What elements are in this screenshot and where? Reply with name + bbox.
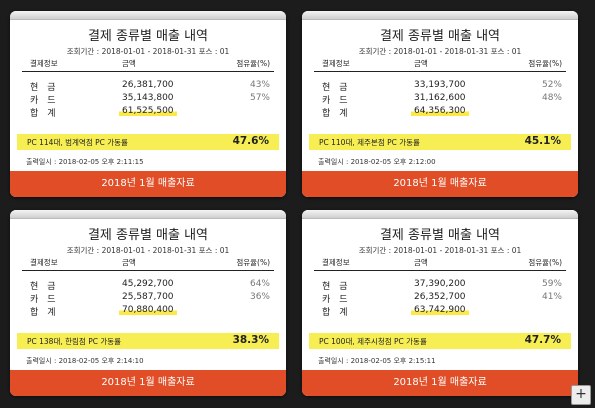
- label-cash: 현 금: [30, 282, 56, 292]
- share-card: 48%: [541, 93, 562, 103]
- label-card: 카 드: [322, 96, 348, 106]
- pc-usage-label: PC 138대, 한림점 PC 가동률: [27, 337, 122, 346]
- card-topbar: [10, 11, 286, 20]
- card-footer: 2018년 1월 매출자료: [10, 370, 286, 396]
- share-cash: 64%: [249, 279, 270, 289]
- amount-card: 26,352,700: [414, 292, 466, 302]
- card-period: 조회기간 : 2018-01-01 - 2018-01-31 포스 : 01: [358, 47, 522, 56]
- amount-total: 70,880,400: [119, 305, 177, 315]
- amount-cash: 45,292,700: [122, 279, 174, 289]
- pc-usage-label: PC 100대, 제주시청점 PC 가동률: [319, 337, 427, 346]
- header-share: 점유율(%): [528, 258, 562, 267]
- printed-at: 출력일시 : 2018-02-05 오후 2:14:10: [26, 357, 144, 365]
- printed-at: 출력일시 : 2018-02-05 오후 2:12:00: [318, 158, 436, 166]
- amount-card: 25,587,700: [122, 292, 174, 302]
- header-amount: 금액: [122, 258, 136, 267]
- pc-usage-label: PC 110대, 제주본점 PC 가동률: [319, 138, 420, 147]
- sales-card: 결제 종류별 매출 내역 조회기간 : 2018-01-01 - 2018-01…: [10, 210, 286, 396]
- card-period: 조회기간 : 2018-01-01 - 2018-01-31 포스 : 01: [66, 47, 230, 56]
- pc-usage-bar: PC 110대, 제주본점 PC 가동률 45.1%: [309, 134, 571, 150]
- table-header: 결제정보 금액 점유율(%): [22, 56, 274, 72]
- pc-usage-bar: PC 138대, 한림점 PC 가동률 38.3%: [17, 333, 279, 349]
- pc-usage-percent: 38.3%: [232, 334, 269, 346]
- table-header: 결제정보 금액 점유율(%): [22, 255, 274, 271]
- card-footer: 2018년 1월 매출자료: [10, 171, 286, 197]
- table-row-total: 합 계 70,880,400: [22, 303, 274, 318]
- table-row-card: 카 드 31,162,600 48%: [314, 91, 566, 106]
- label-card: 카 드: [30, 96, 56, 106]
- table-header: 결제정보 금액 점유율(%): [314, 56, 566, 72]
- amount-total: 63,742,900: [411, 305, 469, 315]
- label-total: 합 계: [322, 109, 348, 119]
- sales-card: 결제 종류별 매출 내역 조회기간 : 2018-01-01 - 2018-01…: [302, 210, 578, 396]
- plus-icon[interactable]: +: [571, 385, 591, 405]
- card-topbar: [10, 210, 286, 219]
- printed-at: 출력일시 : 2018-02-05 오후 2:11:15: [26, 158, 144, 166]
- card-title: 결제 종류별 매출 내역: [87, 228, 209, 243]
- table-row-total: 합 계 64,356,300: [314, 104, 566, 119]
- pc-usage-percent: 47.6%: [232, 135, 269, 147]
- card-topbar: [302, 210, 578, 219]
- label-total: 합 계: [30, 109, 56, 119]
- pc-usage-label: PC 114대, 범계역점 PC 가동률: [27, 138, 128, 147]
- card-footer: 2018년 1월 매출자료: [302, 171, 578, 197]
- header-share: 점유율(%): [236, 258, 270, 267]
- table-row-total: 합 계 61,525,500: [22, 104, 274, 119]
- amount-total: 61,525,500: [119, 106, 177, 116]
- amount-cash: 37,390,200: [414, 279, 466, 289]
- sales-card: 결제 종류별 매출 내역 조회기간 : 2018-01-01 - 2018-01…: [10, 11, 286, 197]
- table-row-cash: 현 금 33,193,700 52%: [314, 78, 566, 93]
- header-amount: 금액: [414, 59, 428, 68]
- header-share: 점유율(%): [236, 59, 270, 68]
- share-cash: 52%: [541, 80, 562, 90]
- label-card: 카 드: [30, 295, 56, 305]
- label-cash: 현 금: [322, 282, 348, 292]
- amount-card: 35,143,800: [122, 93, 174, 103]
- share-card: 41%: [541, 292, 562, 302]
- amount-total: 64,356,300: [411, 106, 469, 116]
- card-topbar: [302, 11, 578, 20]
- header-info: 결제정보: [322, 258, 350, 267]
- table-row-card: 카 드 35,143,800 57%: [22, 91, 274, 106]
- label-total: 합 계: [322, 308, 348, 318]
- table-row-card: 카 드 25,587,700 36%: [22, 290, 274, 305]
- label-cash: 현 금: [30, 83, 56, 93]
- card-title: 결제 종류별 매출 내역: [379, 29, 501, 44]
- amount-card: 31,162,600: [414, 93, 466, 103]
- header-info: 결제정보: [322, 59, 350, 68]
- pc-usage-bar: PC 100대, 제주시청점 PC 가동률 47.7%: [309, 333, 571, 349]
- card-period: 조회기간 : 2018-01-01 - 2018-01-31 포스 : 01: [358, 246, 522, 255]
- share-cash: 43%: [249, 80, 270, 90]
- header-amount: 금액: [414, 258, 428, 267]
- card-period: 조회기간 : 2018-01-01 - 2018-01-31 포스 : 01: [66, 246, 230, 255]
- table-row-cash: 현 금 45,292,700 64%: [22, 277, 274, 292]
- card-title: 결제 종류별 매출 내역: [379, 228, 501, 243]
- table-row-card: 카 드 26,352,700 41%: [314, 290, 566, 305]
- label-card: 카 드: [322, 295, 348, 305]
- amount-cash: 26,381,700: [122, 80, 174, 90]
- share-card: 57%: [249, 93, 270, 103]
- share-cash: 59%: [541, 279, 562, 289]
- header-info: 결제정보: [30, 258, 58, 267]
- pc-usage-bar: PC 114대, 범계역점 PC 가동률 47.6%: [17, 134, 279, 150]
- table-header: 결제정보 금액 점유율(%): [314, 255, 566, 271]
- pc-usage-percent: 47.7%: [524, 334, 561, 346]
- sales-card: 결제 종류별 매출 내역 조회기간 : 2018-01-01 - 2018-01…: [302, 11, 578, 197]
- header-share: 점유율(%): [528, 59, 562, 68]
- table-row-total: 합 계 63,742,900: [314, 303, 566, 318]
- pc-usage-percent: 45.1%: [524, 135, 561, 147]
- table-row-cash: 현 금 37,390,200 59%: [314, 277, 566, 292]
- share-card: 36%: [249, 292, 270, 302]
- amount-cash: 33,193,700: [414, 80, 466, 90]
- printed-at: 출력일시 : 2018-02-05 오후 2:15:11: [318, 357, 436, 365]
- card-title: 결제 종류별 매출 내역: [87, 29, 209, 44]
- header-info: 결제정보: [30, 59, 58, 68]
- table-row-cash: 현 금 26,381,700 43%: [22, 78, 274, 93]
- header-amount: 금액: [122, 59, 136, 68]
- label-total: 합 계: [30, 308, 56, 318]
- label-cash: 현 금: [322, 83, 348, 93]
- card-footer: 2018년 1월 매출자료: [302, 370, 578, 396]
